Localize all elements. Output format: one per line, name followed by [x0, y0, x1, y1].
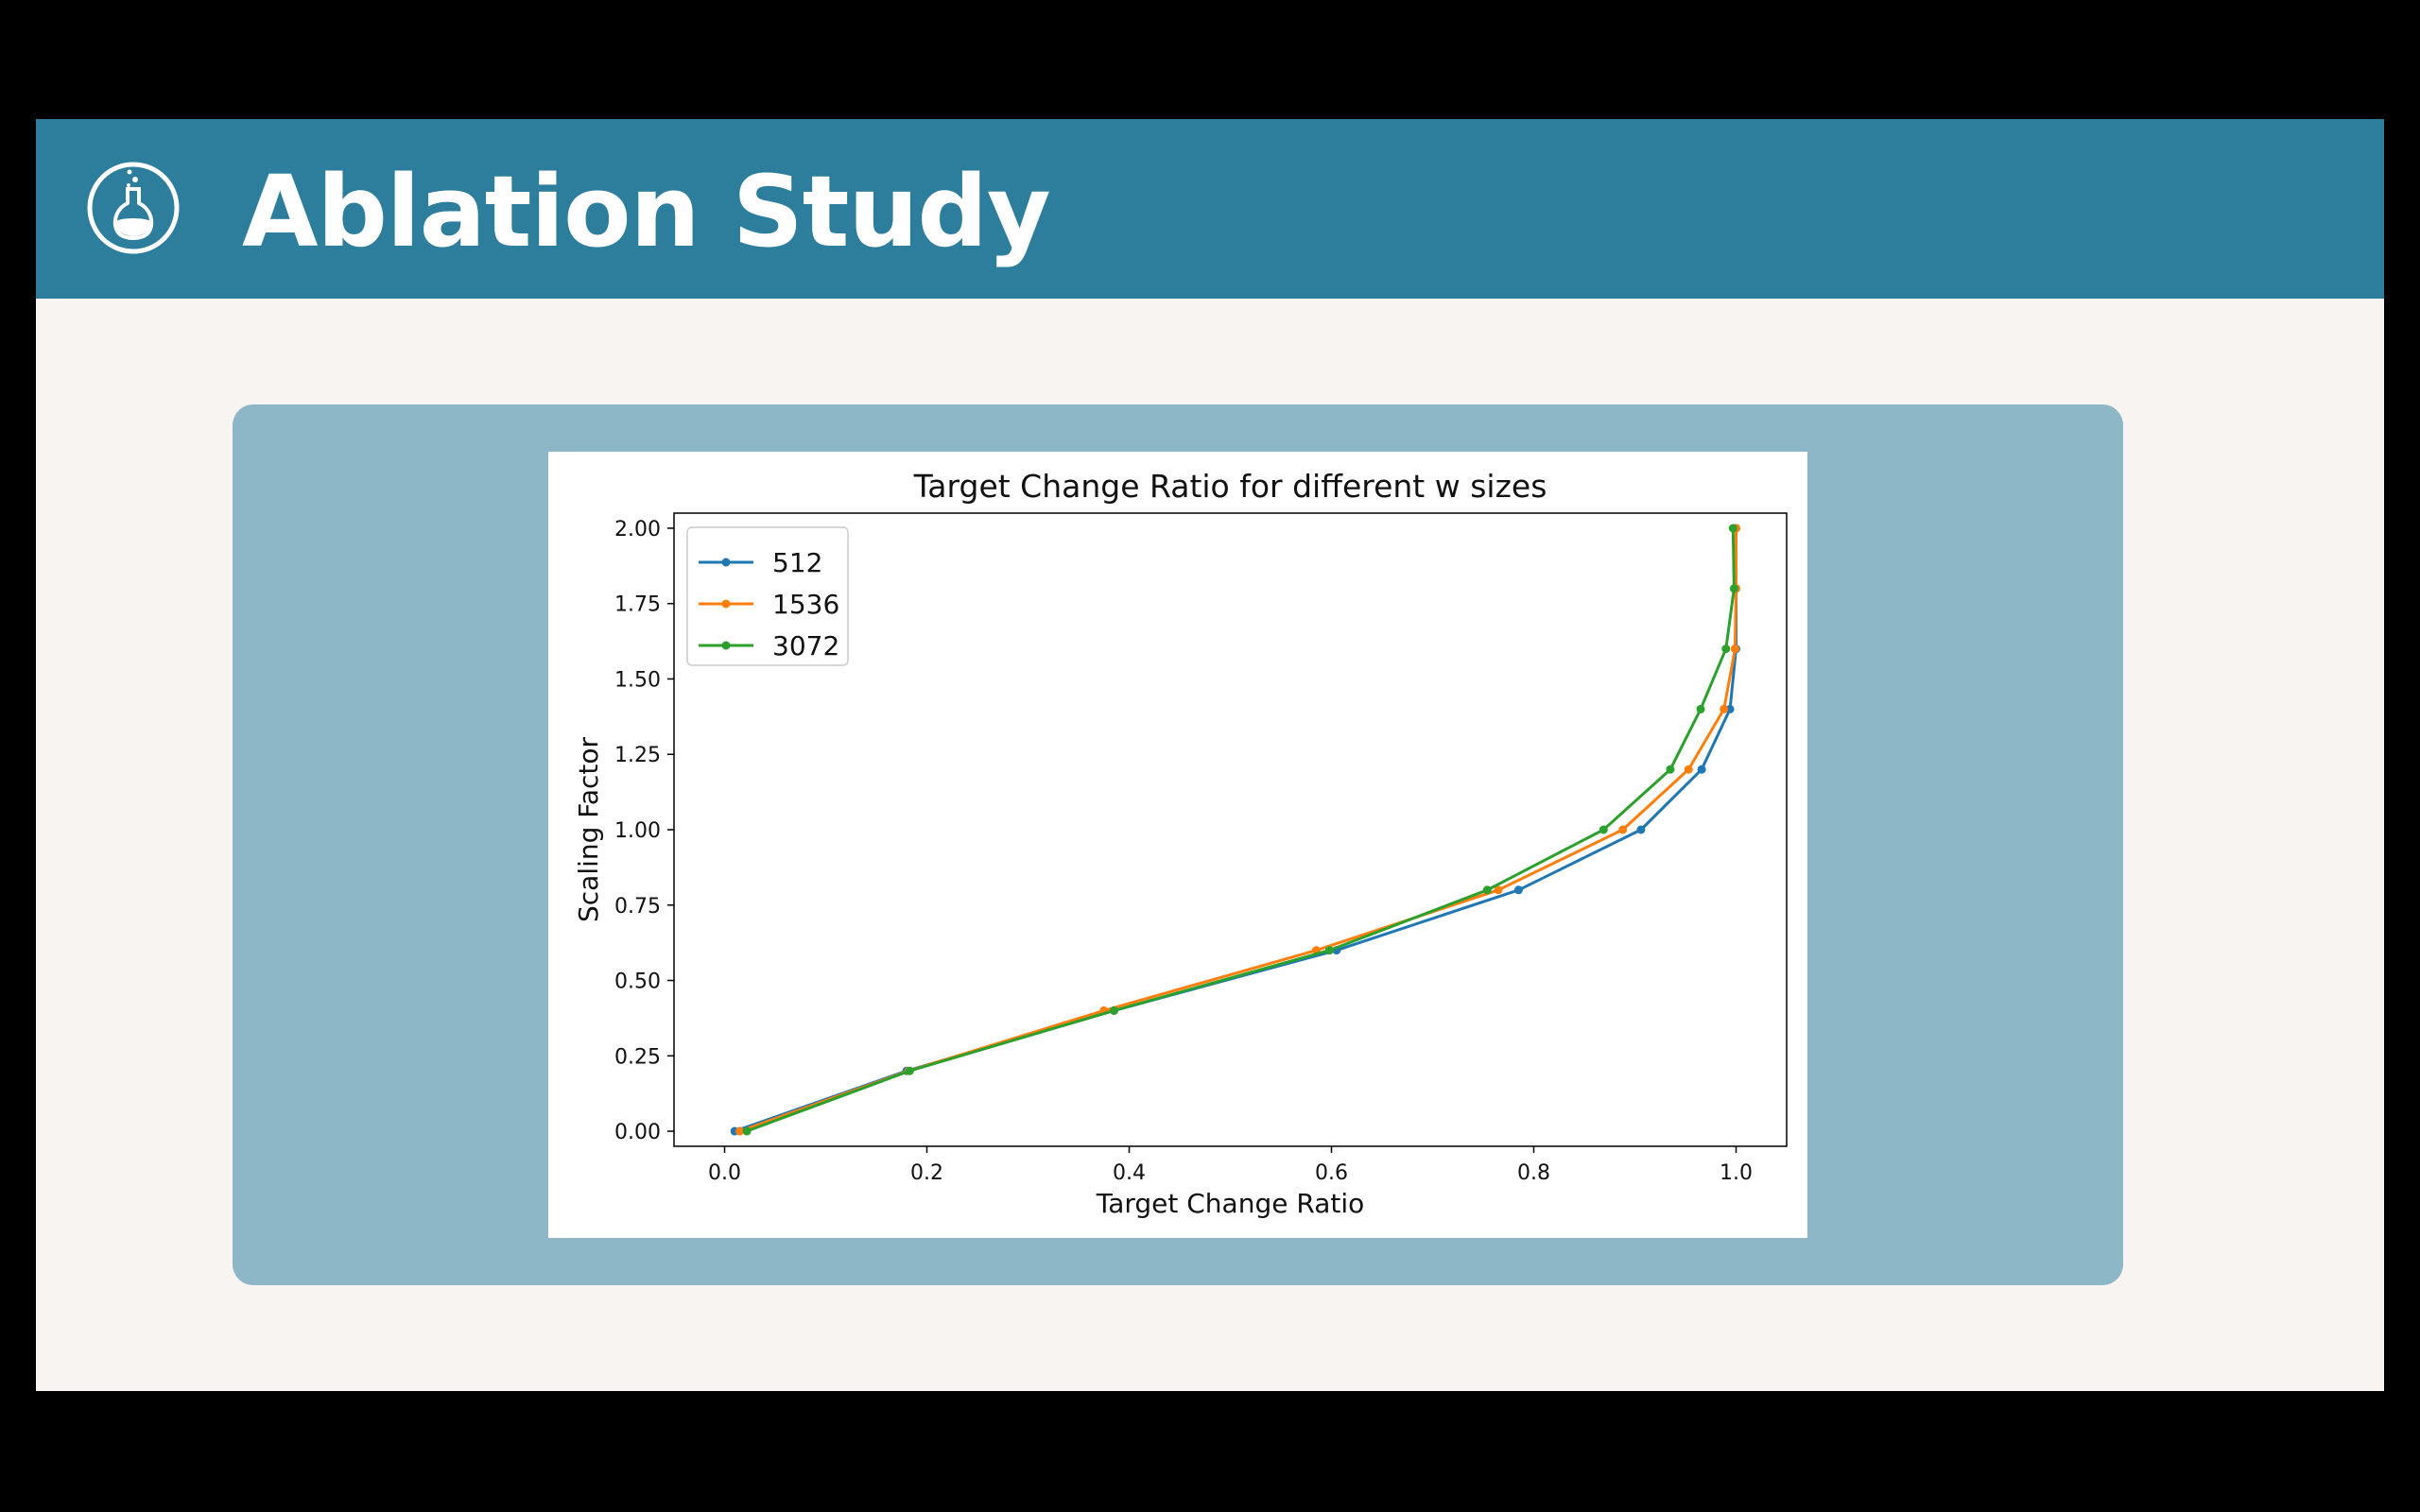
legend-label-512: 512 — [772, 547, 822, 578]
data-point-3072 — [1599, 825, 1608, 834]
legend-marker-1536 — [721, 599, 731, 609]
data-point-1536 — [735, 1126, 745, 1136]
y-tick-label: 2.00 — [614, 518, 661, 541]
x-axis-label: Target Change Ratio — [1096, 1188, 1365, 1219]
x-tick-label: 0.4 — [1113, 1161, 1146, 1185]
legend-marker-3072 — [721, 641, 731, 650]
slide: Ablation Study Target Change Ratio for d… — [36, 119, 2384, 1391]
x-tick-label: 0.8 — [1517, 1161, 1550, 1185]
legend-label-3072: 3072 — [772, 630, 839, 662]
data-point-1536 — [1684, 765, 1693, 774]
y-tick-label: 0.25 — [614, 1045, 661, 1069]
data-point-3072 — [1482, 885, 1492, 895]
data-point-512 — [1697, 765, 1706, 774]
y-tick-label: 1.25 — [614, 744, 661, 767]
slide-title: Ablation Study — [242, 154, 1051, 269]
y-tick-label: 1.75 — [614, 593, 661, 617]
data-point-3072 — [1666, 765, 1675, 774]
legend-label-1536: 1536 — [772, 589, 839, 620]
x-tick-label: 0.0 — [708, 1161, 741, 1185]
y-tick-label: 0.50 — [614, 971, 661, 994]
data-point-3072 — [1696, 704, 1705, 713]
data-point-3072 — [1721, 644, 1731, 654]
data-point-3072 — [1729, 584, 1738, 593]
data-point-3072 — [1109, 1005, 1118, 1015]
x-tick-label: 1.0 — [1720, 1161, 1753, 1185]
data-point-1536 — [1730, 644, 1739, 654]
legend-marker-512 — [721, 558, 731, 567]
series-line-1536 — [739, 528, 1737, 1133]
data-point-512 — [1636, 825, 1646, 834]
data-point-1536 — [1618, 825, 1628, 834]
data-point-512 — [1513, 885, 1523, 895]
x-tick-label: 0.2 — [910, 1161, 943, 1185]
data-point-3072 — [1728, 524, 1737, 533]
y-tick-label: 1.00 — [614, 819, 661, 843]
data-point-1536 — [1720, 704, 1729, 713]
plot-frame — [673, 512, 1788, 1147]
chart-title: Target Change Ratio for different w size… — [913, 468, 1547, 505]
data-point-3072 — [905, 1066, 914, 1075]
y-tick-label: 0.00 — [614, 1121, 661, 1144]
y-tick-label: 0.75 — [614, 895, 661, 919]
y-tick-label: 1.50 — [614, 668, 661, 692]
series-line-3072 — [746, 527, 1736, 1133]
slide-header: Ablation Study — [36, 119, 2384, 299]
x-tick-label: 0.6 — [1315, 1161, 1348, 1185]
series-line-512 — [734, 528, 1737, 1133]
data-point-512 — [1725, 704, 1735, 713]
line-chart: Target Change Ratio for different w size… — [573, 468, 1788, 1219]
data-point-3072 — [1324, 946, 1334, 955]
data-point-1536 — [1494, 885, 1503, 895]
chart-card: Target Change Ratio for different w size… — [548, 452, 1807, 1238]
y-axis-label: Scaling Factor — [573, 737, 604, 923]
flask-icon — [87, 162, 180, 254]
data-point-3072 — [742, 1126, 752, 1136]
chart-panel: Target Change Ratio for different w size… — [233, 404, 2123, 1285]
